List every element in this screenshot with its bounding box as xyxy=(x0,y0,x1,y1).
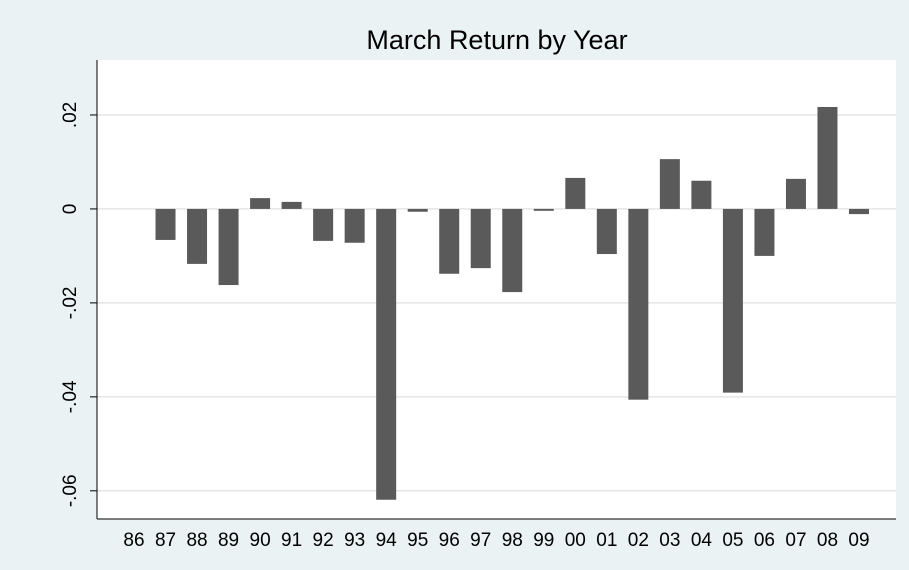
bar xyxy=(502,208,523,293)
x-tick-label: 98 xyxy=(502,530,523,551)
bar xyxy=(659,159,680,209)
bar xyxy=(218,208,239,286)
y-tick-label: -.06 xyxy=(60,474,81,507)
y-tick-label: -.04 xyxy=(60,380,81,413)
x-tick-label: 03 xyxy=(659,530,680,551)
x-tick-label: 09 xyxy=(848,530,869,551)
x-tick-label: 99 xyxy=(533,530,554,551)
bar xyxy=(407,208,428,212)
bar xyxy=(722,208,743,393)
bar xyxy=(376,208,397,500)
bar xyxy=(155,208,176,240)
x-tick-label: 07 xyxy=(785,530,806,551)
bar xyxy=(250,198,271,209)
bar xyxy=(313,208,334,241)
bar xyxy=(533,208,554,211)
x-tick-label: 90 xyxy=(250,530,271,551)
x-tick-label: 97 xyxy=(470,530,491,551)
bar xyxy=(439,208,460,274)
bar xyxy=(344,208,365,243)
x-tick-label: 96 xyxy=(439,530,460,551)
x-tick-label: 00 xyxy=(565,530,586,551)
x-tick-label: 02 xyxy=(628,530,649,551)
bar xyxy=(187,208,208,264)
x-tick-label: 08 xyxy=(817,530,838,551)
bar xyxy=(596,208,617,255)
y-tick-label: -.02 xyxy=(60,287,81,320)
bar xyxy=(281,201,302,209)
bar xyxy=(785,178,806,209)
x-tick-label: 94 xyxy=(376,530,398,551)
bar xyxy=(565,177,586,209)
x-tick-label: 06 xyxy=(754,530,775,551)
x-tick-label: 91 xyxy=(281,530,302,551)
y-tick-label: 0 xyxy=(60,204,81,215)
bar xyxy=(470,208,491,269)
bar xyxy=(628,208,649,400)
bar xyxy=(817,106,838,209)
x-tick-label: 04 xyxy=(691,530,713,551)
x-tick-label: 95 xyxy=(407,530,428,551)
plot-area xyxy=(97,60,896,519)
x-tick-label: 88 xyxy=(186,530,207,551)
x-tick-label: 89 xyxy=(218,530,239,551)
x-tick-label: 86 xyxy=(123,530,144,551)
bar xyxy=(754,208,775,256)
x-tick-label: 92 xyxy=(313,530,334,551)
x-tick-label: 93 xyxy=(344,530,365,551)
bar xyxy=(849,208,869,215)
x-tick-label: 87 xyxy=(155,530,176,551)
bar xyxy=(691,180,712,209)
x-tick-label: 05 xyxy=(722,530,743,551)
x-tick-label: 01 xyxy=(596,530,617,551)
y-tick-label: .02 xyxy=(60,102,81,128)
chart-title: March Return by Year xyxy=(366,25,627,55)
